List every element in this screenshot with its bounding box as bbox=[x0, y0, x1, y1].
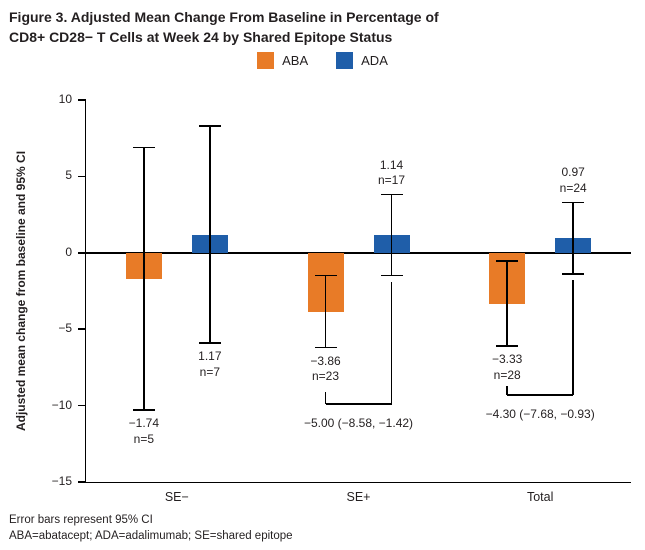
error-bar-cap-top-aba-0 bbox=[132, 146, 155, 149]
value-label-mean: 0.97 bbox=[561, 165, 585, 180]
error-bar-line-ada-2 bbox=[572, 202, 574, 275]
value-label-mean: 1.17 bbox=[198, 348, 222, 363]
value-label-ada-1: 1.14 n=17 bbox=[352, 158, 432, 189]
error-bar-line-ada-1 bbox=[390, 194, 393, 276]
value-label-ada-0: 1.17 n=7 bbox=[170, 349, 250, 380]
x-category-label-0: SE− bbox=[164, 490, 189, 504]
error-bar-line-aba-2 bbox=[506, 261, 508, 346]
y-tick-mark bbox=[78, 252, 86, 254]
comparison-bracket-left-1 bbox=[506, 385, 508, 395]
value-label-n: n=24 bbox=[559, 180, 587, 195]
error-bar-cap-bottom-aba-1 bbox=[314, 346, 337, 349]
error-bar-line-aba-1 bbox=[324, 275, 327, 348]
value-label-mean: −1.74 bbox=[128, 416, 160, 431]
error-bar-cap-top-ada-1 bbox=[380, 193, 403, 196]
value-label-aba-0: −1.74 n=5 bbox=[104, 416, 184, 447]
error-bar-cap-top-aba-2 bbox=[496, 260, 519, 262]
value-label-n: n=17 bbox=[377, 173, 406, 188]
value-label-ada-2: 0.97 n=24 bbox=[533, 165, 613, 196]
footnote-abbreviations: ABA=abatacept; ADA=adalimumab; SE=shared… bbox=[9, 530, 293, 543]
value-label-mean: −3.33 bbox=[491, 352, 523, 366]
legend-swatch-aba bbox=[257, 52, 275, 69]
error-bar-line-ada-0 bbox=[209, 125, 211, 343]
y-tick-mark bbox=[78, 328, 86, 330]
error-bar-line-aba-0 bbox=[143, 147, 145, 411]
y-tick-mark bbox=[78, 404, 86, 407]
error-bar-cap-bottom-ada-2 bbox=[562, 273, 585, 275]
value-label-mean: −3.86 bbox=[310, 353, 341, 368]
comparison-text-1: −4.30 (−7.68, −0.93) bbox=[485, 407, 595, 422]
comparison-bracket-right-0 bbox=[390, 281, 393, 405]
y-tick-mark bbox=[78, 175, 86, 178]
y-tick-mark bbox=[78, 481, 86, 483]
y-tick-label: 5 bbox=[65, 168, 72, 183]
zero-line bbox=[86, 252, 631, 254]
figure-title-line2: CD8+ CD28− T Cells at Week 24 by Shared … bbox=[9, 29, 393, 46]
y-axis-label: Adjusted mean change from baseline and 9… bbox=[14, 150, 28, 432]
figure-title-line1: Figure 3. Adjusted Mean Change From Base… bbox=[9, 9, 439, 25]
x-category-label-2: Total bbox=[526, 490, 554, 504]
error-bar-cap-top-ada-0 bbox=[198, 125, 221, 127]
legend-item-aba: ABA bbox=[257, 52, 308, 69]
y-tick-mark bbox=[78, 99, 86, 101]
value-label-n: n=5 bbox=[133, 431, 154, 446]
value-label-mean: 1.14 bbox=[379, 157, 404, 172]
legend-label-aba: ABA bbox=[282, 53, 309, 68]
comparison-text-0: −5.00 (−8.58, −1.42) bbox=[303, 416, 414, 431]
y-tick-label: 0 bbox=[65, 244, 72, 259]
value-label-n: n=23 bbox=[311, 369, 340, 384]
value-label-n: n=7 bbox=[199, 364, 220, 379]
comparison-bracket-left-0 bbox=[324, 391, 327, 405]
x-category-label-1: SE+ bbox=[346, 490, 371, 504]
plot-area: 10 5 0 −5 −10 −15 SE− SE+ Total −1.74 n=5 −3.86 n=23… bbox=[52, 92, 631, 504]
error-bar-cap-top-aba-1 bbox=[314, 274, 337, 277]
error-bar-cap-bottom-aba-2 bbox=[496, 345, 519, 347]
comparison-bracket-horizontal-1 bbox=[507, 394, 574, 396]
y-tick-label: −15 bbox=[51, 474, 72, 488]
value-label-aba-1: −3.86 n=23 bbox=[286, 354, 366, 385]
comparison-bracket-horizontal-0 bbox=[325, 403, 392, 405]
y-tick-label: −5 bbox=[58, 321, 72, 336]
y-tick-label: −10 bbox=[51, 397, 72, 412]
comparison-bracket-right-1 bbox=[572, 280, 574, 395]
legend-item-ada: ADA bbox=[336, 52, 388, 69]
footnotes: Error bars represent 95% CI ABA=abatacep… bbox=[9, 512, 293, 544]
error-bar-cap-bottom-aba-0 bbox=[132, 409, 155, 411]
legend-swatch-ada bbox=[336, 52, 354, 69]
error-bar-cap-top-ada-2 bbox=[562, 201, 585, 204]
footnote-error-bars: Error bars represent 95% CI bbox=[9, 514, 153, 526]
value-label-aba-2: −3.33 n=28 bbox=[467, 352, 547, 383]
y-tick-label: 10 bbox=[58, 92, 72, 106]
legend-label-ada: ADA bbox=[361, 53, 388, 68]
error-bar-cap-bottom-ada-0 bbox=[198, 342, 221, 344]
figure-title: Figure 3. Adjusted Mean Change From Base… bbox=[9, 7, 634, 48]
chart-legend: ABA ADA bbox=[0, 52, 645, 69]
value-label-n: n=28 bbox=[493, 367, 521, 382]
error-bar-cap-bottom-ada-1 bbox=[380, 274, 403, 277]
